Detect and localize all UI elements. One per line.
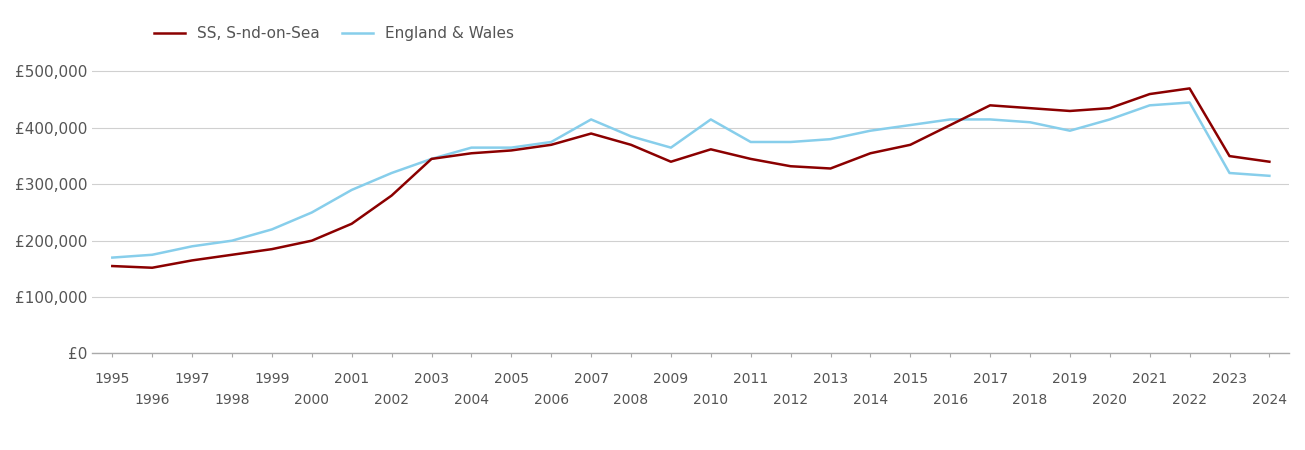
- SS, S-nd-on-Sea: [822, 166, 838, 171]
- England & Wales: [384, 170, 399, 176]
- SS, S-nd-on-Sea: [384, 193, 399, 198]
- Text: 2014: 2014: [853, 393, 887, 407]
- SS, S-nd-on-Sea: [624, 142, 639, 148]
- Text: 2013: 2013: [813, 372, 848, 386]
- SS, S-nd-on-Sea: [345, 221, 360, 226]
- England & Wales: [903, 122, 919, 128]
- England & Wales: [543, 140, 559, 145]
- SS, S-nd-on-Sea: [903, 142, 919, 148]
- SS, S-nd-on-Sea: [703, 147, 719, 152]
- England & Wales: [145, 252, 161, 257]
- Text: 2012: 2012: [773, 393, 808, 407]
- Line: England & Wales: England & Wales: [112, 103, 1270, 257]
- Text: 2007: 2007: [574, 372, 608, 386]
- Text: 2004: 2004: [454, 393, 489, 407]
- England & Wales: [822, 136, 838, 142]
- Text: 2017: 2017: [972, 372, 1007, 386]
- England & Wales: [663, 145, 679, 150]
- Text: 2001: 2001: [334, 372, 369, 386]
- Text: 2005: 2005: [493, 372, 529, 386]
- Text: 2018: 2018: [1013, 393, 1048, 407]
- England & Wales: [942, 117, 958, 122]
- Text: 2008: 2008: [613, 393, 649, 407]
- Text: 2010: 2010: [693, 393, 728, 407]
- Text: 1996: 1996: [134, 393, 170, 407]
- England & Wales: [1101, 117, 1117, 122]
- England & Wales: [424, 156, 440, 162]
- Text: 2023: 2023: [1212, 372, 1248, 386]
- England & Wales: [624, 134, 639, 139]
- SS, S-nd-on-Sea: [743, 156, 758, 162]
- SS, S-nd-on-Sea: [1142, 91, 1158, 97]
- England & Wales: [1022, 120, 1037, 125]
- England & Wales: [345, 187, 360, 193]
- Text: 2016: 2016: [933, 393, 968, 407]
- SS, S-nd-on-Sea: [145, 265, 161, 270]
- England & Wales: [743, 140, 758, 145]
- SS, S-nd-on-Sea: [543, 142, 559, 148]
- England & Wales: [783, 140, 799, 145]
- Text: 2003: 2003: [414, 372, 449, 386]
- SS, S-nd-on-Sea: [783, 163, 799, 169]
- England & Wales: [104, 255, 120, 260]
- SS, S-nd-on-Sea: [424, 156, 440, 162]
- England & Wales: [1142, 103, 1158, 108]
- England & Wales: [224, 238, 240, 243]
- SS, S-nd-on-Sea: [304, 238, 320, 243]
- SS, S-nd-on-Sea: [942, 122, 958, 128]
- England & Wales: [1062, 128, 1078, 133]
- Text: 2024: 2024: [1251, 393, 1287, 407]
- England & Wales: [463, 145, 479, 150]
- SS, S-nd-on-Sea: [583, 131, 599, 136]
- SS, S-nd-on-Sea: [264, 247, 279, 252]
- Text: 1999: 1999: [254, 372, 290, 386]
- Text: 2011: 2011: [733, 372, 769, 386]
- England & Wales: [703, 117, 719, 122]
- England & Wales: [1182, 100, 1198, 105]
- SS, S-nd-on-Sea: [1182, 86, 1198, 91]
- Text: 1995: 1995: [95, 372, 130, 386]
- SS, S-nd-on-Sea: [463, 151, 479, 156]
- SS, S-nd-on-Sea: [504, 148, 519, 153]
- England & Wales: [1221, 170, 1237, 176]
- England & Wales: [863, 128, 878, 133]
- Text: 2021: 2021: [1133, 372, 1167, 386]
- SS, S-nd-on-Sea: [863, 151, 878, 156]
- SS, S-nd-on-Sea: [983, 103, 998, 108]
- Text: 2022: 2022: [1172, 393, 1207, 407]
- SS, S-nd-on-Sea: [104, 263, 120, 269]
- SS, S-nd-on-Sea: [1262, 159, 1278, 164]
- Text: 2009: 2009: [654, 372, 689, 386]
- England & Wales: [983, 117, 998, 122]
- England & Wales: [583, 117, 599, 122]
- Text: 1997: 1997: [175, 372, 210, 386]
- England & Wales: [264, 227, 279, 232]
- SS, S-nd-on-Sea: [1022, 105, 1037, 111]
- Text: 2020: 2020: [1092, 393, 1128, 407]
- Text: 2002: 2002: [375, 393, 408, 407]
- England & Wales: [1262, 173, 1278, 179]
- SS, S-nd-on-Sea: [224, 252, 240, 257]
- SS, S-nd-on-Sea: [1062, 108, 1078, 114]
- Text: 2006: 2006: [534, 393, 569, 407]
- SS, S-nd-on-Sea: [1101, 105, 1117, 111]
- SS, S-nd-on-Sea: [184, 258, 200, 263]
- SS, S-nd-on-Sea: [1221, 153, 1237, 159]
- England & Wales: [304, 210, 320, 215]
- Legend: SS, S-nd-on-Sea, England & Wales: SS, S-nd-on-Sea, England & Wales: [147, 20, 521, 47]
- Line: SS, S-nd-on-Sea: SS, S-nd-on-Sea: [112, 88, 1270, 268]
- Text: 2015: 2015: [893, 372, 928, 386]
- England & Wales: [504, 145, 519, 150]
- SS, S-nd-on-Sea: [663, 159, 679, 164]
- Text: 1998: 1998: [214, 393, 249, 407]
- Text: 2000: 2000: [295, 393, 329, 407]
- England & Wales: [184, 243, 200, 249]
- Text: 2019: 2019: [1052, 372, 1087, 386]
